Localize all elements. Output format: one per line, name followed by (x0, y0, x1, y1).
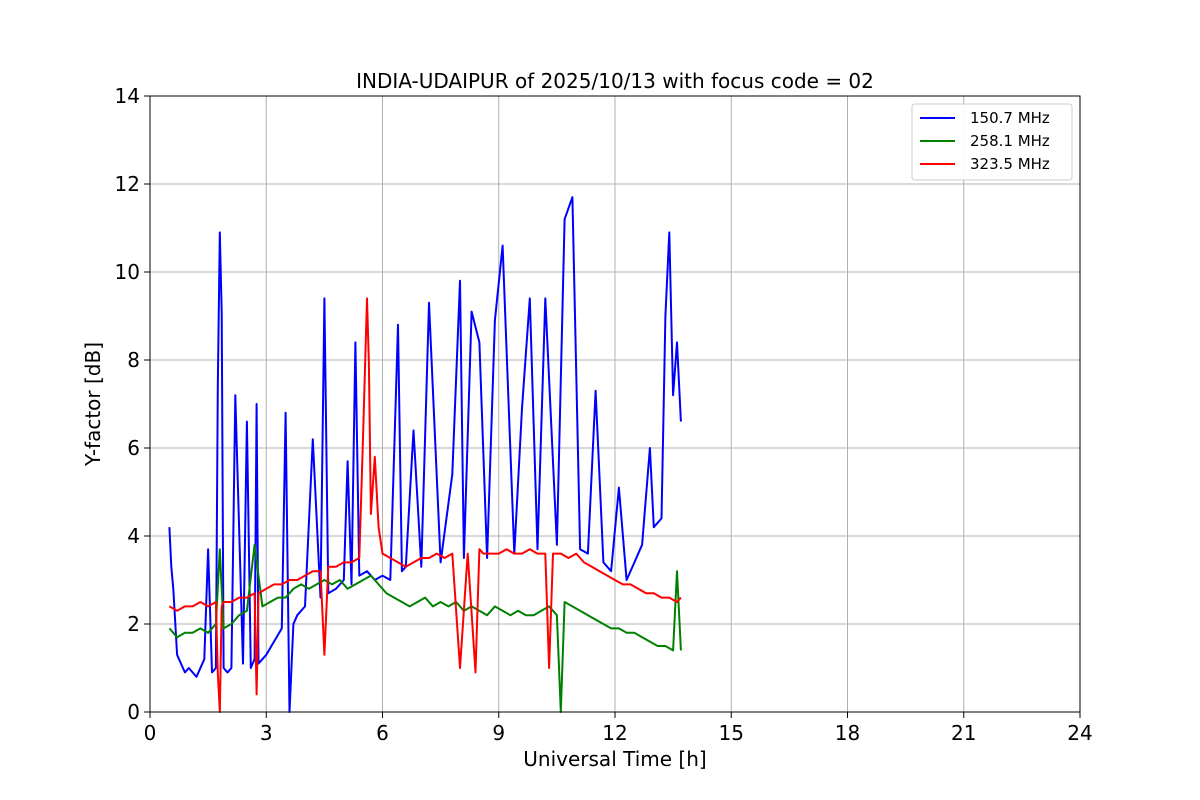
x-tick-label: 12 (602, 721, 627, 745)
y-axis: 0 2 4 6 8 10 12 14 (115, 84, 150, 724)
y-tick-label: 12 (115, 172, 140, 196)
series-line-1 (168, 543, 682, 713)
y-tick-label: 14 (115, 84, 140, 108)
series-line-2 (168, 297, 682, 713)
chart-title: INDIA-UDAIPUR of 2025/10/13 with focus c… (356, 69, 874, 93)
y-axis-label: Y-factor [dB] (81, 342, 105, 467)
grid-lines (149, 95, 1081, 713)
series-line-0 (168, 196, 682, 713)
y-tick-label: 2 (127, 612, 140, 636)
x-tick-label: 0 (144, 721, 157, 745)
x-tick-label: 9 (492, 721, 505, 745)
legend-label: 323.5 MHz (970, 155, 1050, 173)
legend-label: 150.7 MHz (970, 109, 1050, 127)
legend: 150.7 MHz 258.1 MHz 323.5 MHz (911, 103, 1073, 181)
y-tick-label: 8 (127, 348, 140, 372)
series-layer (168, 196, 682, 713)
x-tick-label: 15 (719, 721, 744, 745)
y-tick-label: 0 (127, 700, 140, 724)
x-tick-label: 24 (1067, 721, 1092, 745)
y-tick-label: 10 (115, 260, 140, 284)
x-tick-label: 18 (835, 721, 860, 745)
x-axis: 0 3 6 9 12 15 18 21 24 (144, 712, 1093, 745)
y-tick-label: 4 (127, 524, 140, 548)
x-axis-label: Universal Time [h] (523, 747, 706, 771)
legend-box (911, 103, 1073, 181)
x-tick-label: 3 (260, 721, 273, 745)
y-tick-label: 6 (127, 436, 140, 460)
legend-label: 258.1 MHz (970, 132, 1050, 150)
x-tick-label: 21 (951, 721, 976, 745)
x-tick-label: 6 (376, 721, 389, 745)
